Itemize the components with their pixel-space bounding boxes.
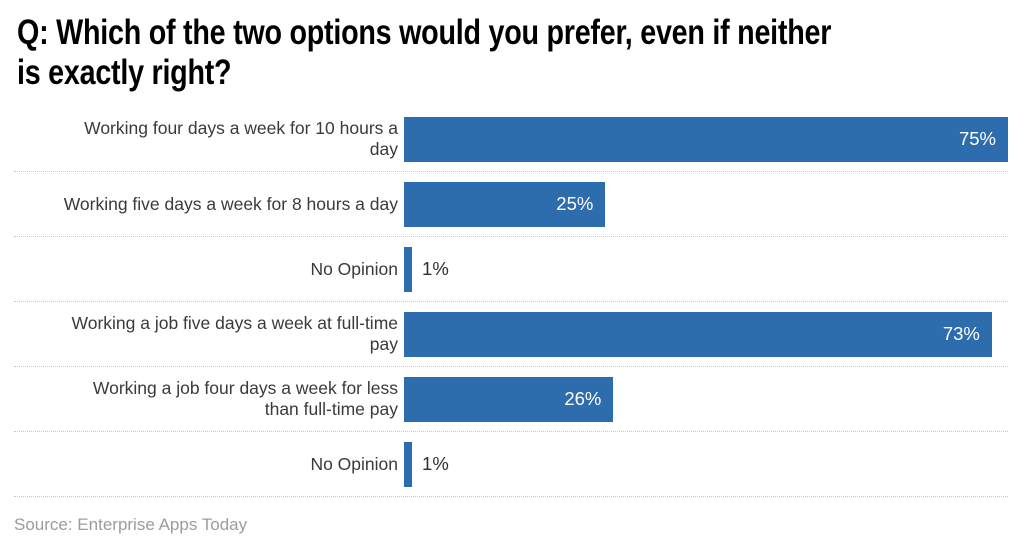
chart-row: Working a job five days a week at full-t… — [14, 302, 1008, 367]
bar-track: 75% — [404, 116, 1008, 162]
bar-chart: Working four days a week for 10 hours a … — [14, 107, 1008, 497]
category-label: Working a job five days a week at full-t… — [71, 313, 398, 354]
bar: 25% — [404, 181, 606, 227]
bar: 75% — [404, 116, 1008, 162]
category-label: Working a job four days a week for less … — [92, 378, 398, 419]
value-label: 25% — [556, 193, 594, 214]
category-label: No Opinion — [310, 453, 398, 474]
category-label: Working four days a week for 10 hours a … — [84, 118, 398, 159]
bar — [404, 441, 413, 487]
chart-row: No Opinion 1% — [14, 237, 1008, 302]
value-label: 73% — [942, 323, 980, 344]
value-label: 26% — [564, 388, 602, 409]
title-wrap: Q: Which of the two options would you pr… — [17, 13, 1024, 93]
value-label: 1% — [422, 453, 449, 474]
value-label: 75% — [958, 128, 996, 149]
bar: 73% — [404, 311, 992, 357]
chart-row: Working a job four days a week for less … — [14, 367, 1008, 432]
value-label: 1% — [422, 258, 449, 279]
chart-title: Q: Which of the two options would you pr… — [17, 13, 832, 92]
source-caption: Source: Enterprise Apps Today — [14, 515, 248, 534]
bar — [404, 246, 413, 292]
bar: 26% — [404, 376, 614, 422]
bar-track: 1% — [404, 246, 1008, 292]
bar-track: 1% — [404, 441, 1008, 487]
bar-track: 25% — [404, 181, 1008, 227]
bar-track: 73% — [404, 311, 1008, 357]
chart-row: Working four days a week for 10 hours a … — [14, 107, 1008, 172]
chart-row: No Opinion 1% — [14, 432, 1008, 497]
bar-track: 26% — [404, 376, 1008, 422]
chart-row: Working five days a week for 8 hours a d… — [14, 172, 1008, 237]
category-label: Working five days a week for 8 hours a d… — [63, 193, 398, 214]
category-label: No Opinion — [310, 258, 398, 279]
